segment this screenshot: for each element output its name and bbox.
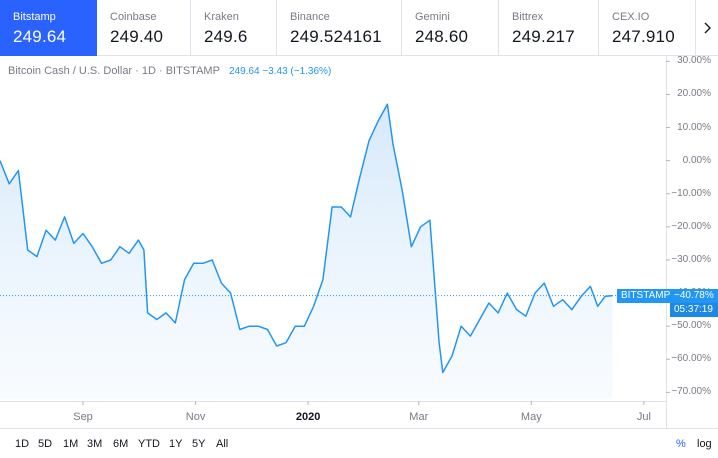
legend-value: 249.64 −3.43 (−1.36%): [228, 66, 332, 77]
bar-countdown-badge: 05:37:19: [670, 302, 718, 317]
percent-scale-toggle[interactable]: %: [676, 438, 686, 450]
tab-coinbase[interactable]: Coinbase 249.40: [97, 0, 191, 56]
chevron-right-icon: [704, 22, 711, 34]
series-label-badge: BITSTAMP: [617, 288, 675, 303]
exchange-price: 249.524161: [290, 27, 382, 46]
y-tick-label: 30.00%: [677, 55, 711, 67]
chart-legend: Bitcoin Cash / U.S. Dollar · 1D · BITSTA…: [8, 65, 331, 77]
scroll-tabs-right-button[interactable]: [696, 0, 718, 56]
exchange-price: 249.6: [204, 27, 248, 46]
tab-binance[interactable]: Binance 249.524161: [277, 0, 402, 56]
range-button-ytd[interactable]: YTD: [138, 438, 160, 450]
exchange-price: 249.64: [13, 27, 67, 46]
exchange-name: Gemini: [415, 11, 450, 23]
range-button-5y[interactable]: 5Y: [192, 438, 206, 450]
current-percent-badge: −40.78%: [670, 288, 718, 303]
exchange-name: Bittrex: [512, 11, 544, 23]
exchange-tabs: Bitstamp 249.64 Coinbase 249.40 Kraken 2…: [0, 0, 718, 56]
range-button-6m[interactable]: 6M: [113, 438, 129, 450]
exchange-price: 249.217: [512, 27, 575, 46]
price-area-fill: [0, 104, 613, 400]
chart-canvas: [0, 56, 670, 428]
range-button-all[interactable]: All: [216, 438, 229, 450]
exchange-name: CEX.IO: [612, 11, 650, 23]
x-tick-label: Sep: [73, 411, 93, 423]
tab-bitstamp[interactable]: Bitstamp 249.64: [0, 0, 97, 56]
y-tick-label: −60.00%: [671, 353, 711, 365]
range-button-3m[interactable]: 3M: [87, 438, 103, 450]
y-tick-label: −70.00%: [671, 386, 711, 398]
exchange-name: Bitstamp: [13, 11, 56, 23]
y-tick-label: −10.00%: [671, 187, 711, 199]
exchange-name: Kraken: [204, 11, 239, 23]
y-tick-label: 0.00%: [682, 154, 711, 166]
price-chart[interactable]: Bitcoin Cash / U.S. Dollar · 1D · BITSTA…: [0, 55, 718, 428]
exchange-name: Coinbase: [110, 11, 157, 23]
x-tick-label: May: [520, 411, 542, 423]
tab-kraken[interactable]: Kraken 249.6: [191, 0, 277, 56]
x-axis-ticks: [82, 401, 645, 405]
symbol-description: Bitcoin Cash / U.S. Dollar · 1D · BITSTA…: [8, 65, 220, 77]
tab-gemini[interactable]: Gemini 248.60: [402, 0, 499, 56]
y-tick-label: −30.00%: [671, 253, 711, 265]
tab-bittrex[interactable]: Bittrex 249.217: [499, 0, 599, 56]
x-tick-label: Nov: [185, 411, 206, 423]
x-tick-label: Jul: [636, 411, 651, 423]
bottom-toolbar: 1D 5D 1M 3M 6M YTD 1Y 5Y All % log: [0, 428, 718, 458]
exchange-name: Binance: [290, 11, 330, 23]
y-tick-label: 10.00%: [677, 121, 711, 133]
y-tick-label: −20.00%: [671, 220, 711, 232]
range-button-5d[interactable]: 5D: [38, 438, 53, 450]
tab-cexio[interactable]: CEX.IO 247.910: [599, 0, 696, 56]
exchange-price: 248.60: [415, 27, 469, 46]
y-tick-label: 20.00%: [677, 88, 711, 100]
price-line: [0, 103, 613, 374]
y-tick-label: −50.00%: [671, 320, 711, 332]
range-button-1d[interactable]: 1D: [15, 438, 30, 450]
x-tick-label: Mar: [409, 411, 429, 423]
range-button-1y[interactable]: 1Y: [169, 438, 183, 450]
x-tick-label: 2020: [295, 411, 321, 423]
exchange-price: 247.910: [612, 27, 675, 46]
log-scale-toggle[interactable]: log: [697, 438, 712, 450]
exchange-price: 249.40: [110, 27, 164, 46]
range-button-1m[interactable]: 1M: [63, 438, 79, 450]
